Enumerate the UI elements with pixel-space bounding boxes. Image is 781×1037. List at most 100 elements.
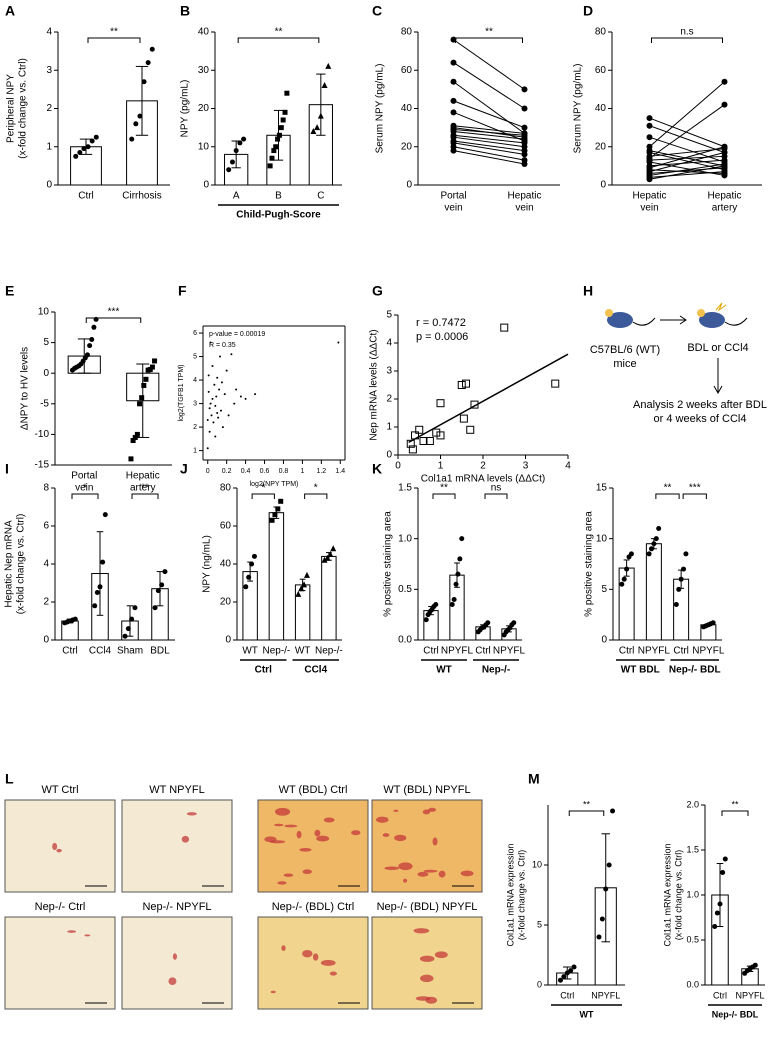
x-tick-label: 0.4 bbox=[241, 468, 251, 475]
group-label: WT BDL bbox=[621, 665, 660, 676]
x-tick-label: Portal bbox=[71, 471, 97, 482]
data-point bbox=[254, 393, 257, 396]
annotation: R = 0.35 bbox=[209, 342, 236, 349]
significance-bracket bbox=[432, 493, 456, 499]
stained-area bbox=[274, 823, 284, 827]
x-axis-label: log2(NPY TPM) bbox=[250, 481, 299, 488]
data-point bbox=[137, 401, 143, 407]
bar bbox=[242, 571, 258, 641]
data-point bbox=[646, 115, 653, 122]
stained-area bbox=[67, 930, 77, 933]
micrograph bbox=[257, 799, 369, 893]
pair-line bbox=[453, 111, 525, 142]
stained-area bbox=[382, 833, 390, 837]
significance-bracket bbox=[721, 810, 749, 816]
significance-label: n.s bbox=[680, 27, 693, 38]
stained-area bbox=[320, 959, 336, 966]
y-tick-label: -5 bbox=[40, 398, 49, 409]
x-tick-label: 2 bbox=[480, 461, 486, 472]
x-tick-label: 0.8 bbox=[279, 468, 289, 475]
x-tick-label: 0.2 bbox=[222, 468, 232, 475]
data-point bbox=[681, 566, 687, 572]
y-tick-label: 10 bbox=[38, 307, 50, 318]
bar bbox=[645, 543, 662, 641]
significance-label: ns bbox=[491, 483, 502, 494]
significance-bracket bbox=[655, 493, 680, 499]
significance-label: * bbox=[83, 483, 87, 494]
data-point bbox=[646, 122, 653, 129]
data-point bbox=[267, 163, 273, 169]
data-point bbox=[276, 132, 282, 138]
x-axis-label: Col1a1 mRNA levels (ΔΔCt) bbox=[421, 474, 546, 485]
pair-line bbox=[649, 104, 725, 159]
data-point bbox=[521, 124, 528, 131]
data-point bbox=[284, 90, 290, 96]
pair-line bbox=[649, 81, 725, 148]
stained-area bbox=[172, 953, 177, 960]
y-tick-label: 0 bbox=[43, 635, 49, 646]
data-point bbox=[462, 379, 470, 388]
panel-letter: M bbox=[528, 771, 540, 787]
x-tick-label: A bbox=[233, 191, 240, 202]
data-point bbox=[621, 576, 627, 582]
data-point bbox=[132, 434, 138, 440]
data-point bbox=[673, 602, 679, 608]
x-tick-label: WT bbox=[242, 646, 258, 657]
data-point bbox=[457, 381, 466, 389]
x-tick-label: vein bbox=[515, 203, 533, 214]
data-point bbox=[206, 419, 209, 422]
y-tick-label: 0 bbox=[46, 180, 52, 191]
data-point bbox=[651, 541, 657, 547]
x-tick-label: vein bbox=[75, 483, 93, 494]
annotation: p = 0.0006 bbox=[416, 331, 468, 343]
stained-area bbox=[422, 809, 431, 815]
data-point bbox=[450, 147, 457, 154]
micrograph bbox=[4, 916, 116, 1010]
data-point bbox=[226, 167, 232, 173]
stained-area bbox=[394, 834, 407, 842]
stained-area bbox=[284, 824, 298, 828]
data-point bbox=[152, 358, 158, 364]
x-tick-label: Ctrl bbox=[673, 646, 689, 657]
panel-letter: H bbox=[583, 283, 593, 299]
significance-label: * bbox=[314, 483, 318, 494]
pair-line bbox=[649, 171, 725, 178]
data-point bbox=[81, 146, 87, 152]
data-point bbox=[219, 409, 222, 412]
x-tick-label: WT bbox=[295, 646, 311, 657]
data-point bbox=[521, 86, 528, 93]
data-point bbox=[94, 590, 100, 595]
y-axis-label: Col1a1 mRNA expression bbox=[505, 843, 515, 946]
data-point bbox=[273, 144, 279, 150]
y-tick-label: 2 bbox=[46, 103, 52, 114]
y-tick-label: 6 bbox=[43, 521, 49, 532]
data-point bbox=[610, 808, 616, 814]
y-tick-label: 60 bbox=[401, 65, 413, 76]
micrograph bbox=[121, 799, 233, 893]
y-tick-label: 0.5 bbox=[398, 584, 412, 595]
y-tick-label: 4 bbox=[46, 27, 52, 38]
data-point bbox=[209, 402, 212, 405]
data-point bbox=[143, 376, 149, 382]
data-point bbox=[216, 376, 219, 379]
data-point bbox=[717, 901, 723, 907]
y-tick-label: 5 bbox=[386, 310, 392, 321]
x-tick-label: 4 bbox=[565, 461, 571, 472]
data-point bbox=[210, 414, 213, 417]
data-point bbox=[551, 379, 560, 388]
arrow bbox=[713, 358, 723, 395]
y-tick-label: 20 bbox=[595, 141, 607, 152]
significance-bracket bbox=[568, 810, 605, 816]
x-tick-label: vein bbox=[444, 203, 462, 214]
y-tick-label: 1 bbox=[386, 422, 392, 433]
data-point bbox=[229, 159, 235, 165]
data-point bbox=[712, 924, 718, 929]
significance-label: * bbox=[261, 483, 265, 494]
data-point bbox=[208, 407, 211, 410]
micrograph-label: Nep-/- Ctrl bbox=[35, 901, 86, 913]
stained-area bbox=[270, 990, 276, 994]
stained-area bbox=[52, 842, 58, 851]
y-axis-label: % positive staining area bbox=[584, 511, 595, 617]
x-tick-label: NPYFL bbox=[493, 646, 526, 657]
panel-letter: B bbox=[180, 3, 190, 19]
